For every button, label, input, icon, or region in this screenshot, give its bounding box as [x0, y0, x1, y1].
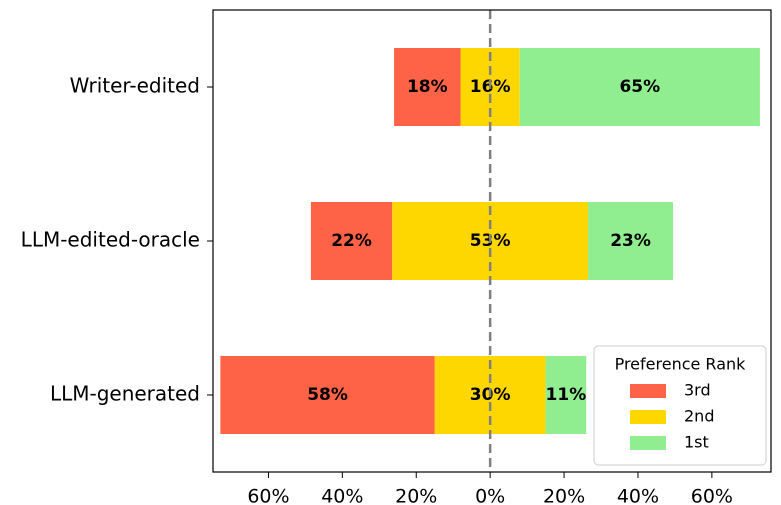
legend-box — [593, 345, 767, 466]
legend-swatch — [630, 436, 666, 450]
x-tick-label: 40% — [321, 486, 363, 505]
x-tick-label: 40% — [617, 486, 659, 505]
bar-value-label: 58% — [307, 385, 348, 405]
y-tick-label: Writer-edited — [70, 74, 200, 98]
x-tick-label: 60% — [247, 486, 289, 505]
legend-title: Preference Rank — [615, 355, 747, 374]
plot-frame — [212, 9, 772, 473]
bar-segment — [545, 356, 587, 434]
bar-segment — [310, 202, 393, 280]
bar-value-label: 11% — [546, 385, 587, 405]
bar-segment — [588, 202, 674, 280]
legend-label: 1st — [684, 433, 709, 452]
bar-value-label: 23% — [610, 231, 651, 251]
legend-label: 3rd — [684, 381, 711, 400]
bar-segment — [519, 48, 760, 126]
legend-label: 2nd — [684, 407, 714, 426]
legend-swatch — [630, 384, 666, 398]
x-tick-label: 0% — [475, 486, 505, 505]
bar-value-label: 18% — [407, 77, 448, 97]
legend-swatch — [630, 410, 666, 424]
y-tick-label: LLM-generated — [50, 382, 200, 406]
x-tick-label: 20% — [395, 486, 437, 505]
bar-segment — [220, 356, 435, 434]
bar-value-label: 22% — [331, 231, 372, 251]
bar-value-label: 65% — [619, 77, 660, 97]
x-tick-label: 60% — [691, 486, 733, 505]
x-tick-label: 20% — [543, 486, 585, 505]
y-tick-label: LLM-edited-oracle — [21, 228, 200, 252]
bar-segment — [394, 48, 461, 126]
